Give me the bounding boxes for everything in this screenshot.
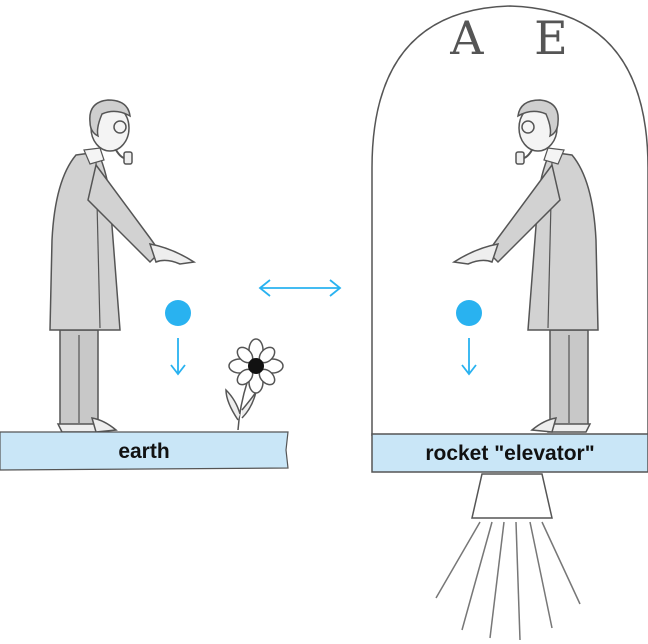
rocket-mark: A E <box>450 11 586 65</box>
earth-ground <box>0 431 289 471</box>
rocket-label: rocket "elevator" <box>425 442 595 465</box>
earth-label: earth <box>118 440 170 463</box>
fall-arrow-earth <box>170 338 186 376</box>
earth-panel <box>0 99 289 471</box>
falling-ball-earth <box>165 300 191 326</box>
rocket-floor <box>371 433 648 473</box>
rocket-exhaust <box>435 521 581 641</box>
scientist-earth <box>49 99 195 433</box>
falling-ball-rocket <box>456 300 482 326</box>
equivalence-arrow-icon <box>258 279 342 297</box>
rocket-panel <box>371 5 648 641</box>
rocket-nozzle <box>471 473 553 519</box>
fall-arrow-rocket <box>461 338 477 376</box>
flower-icon <box>225 338 284 431</box>
